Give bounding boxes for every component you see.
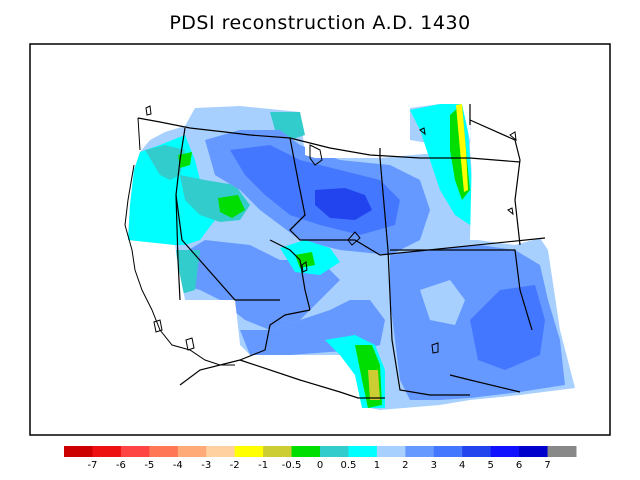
- colorbar-label: 6: [516, 460, 522, 471]
- colorbar-label: 0.5: [340, 460, 356, 471]
- colorbar-label: -7: [87, 460, 97, 471]
- colorbar-swatch: [92, 446, 122, 457]
- colorbar-swatch: [462, 446, 492, 457]
- colorbar-swatch: [206, 446, 236, 457]
- colorbar-swatch: [234, 446, 264, 457]
- colorbar-label: 2: [402, 460, 408, 471]
- pdsi-field: [128, 104, 575, 410]
- field-ne-yellow: [456, 104, 468, 192]
- colorbar-swatch: [177, 446, 207, 457]
- colorbar-swatch: [320, 446, 349, 457]
- colorbar-swatch: [547, 446, 577, 457]
- colorbar-label: 3: [431, 460, 437, 471]
- colorbar-swatch: [348, 446, 378, 457]
- state-boundaries: [137, 104, 546, 399]
- colorbar-label: -4: [173, 460, 183, 471]
- colorbar-swatch: [405, 446, 435, 457]
- field-gb-teal: [176, 250, 200, 295]
- colorbar-label: -0.5: [282, 460, 302, 471]
- coastline: [124, 105, 517, 366]
- colorbar-label: 4: [459, 460, 465, 471]
- map-title: PDSI reconstruction A.D. 1430: [169, 12, 471, 34]
- colorbar-swatch: [519, 446, 549, 457]
- field-se-lb: [420, 280, 465, 325]
- colorbar-label: 0: [317, 460, 323, 471]
- colorbar-label: -6: [116, 460, 126, 471]
- colorbar-label: -3: [201, 460, 211, 471]
- field-nw-teal: [270, 112, 305, 140]
- field-central-deep: [315, 188, 372, 220]
- colorbar-swatch: [433, 446, 463, 457]
- colorbar-label: 7: [544, 460, 550, 471]
- colorbar-swatch: [64, 446, 93, 457]
- field-az-olive: [368, 370, 380, 400]
- field-gb-green: [295, 252, 315, 268]
- colorbar-label: -5: [144, 460, 154, 471]
- colorbar-swatch: [490, 446, 520, 457]
- colorbar-swatch: [376, 446, 406, 457]
- colorbar-label: -1: [258, 460, 268, 471]
- colorbar-label: 1: [374, 460, 380, 471]
- colorbar-label: 5: [487, 460, 493, 471]
- field-se-deep: [470, 285, 545, 370]
- colorbar-swatch: [120, 446, 150, 457]
- colorbar-swatch: [263, 446, 293, 457]
- field-west-green: [218, 195, 245, 218]
- field-west-teal: [145, 145, 185, 180]
- field-west-green2: [178, 152, 192, 168]
- field-west-cyan: [128, 135, 215, 245]
- colorbar-swatch: [149, 446, 179, 457]
- colorbar-swatch: [291, 446, 321, 457]
- colorbar-label: -2: [230, 460, 240, 471]
